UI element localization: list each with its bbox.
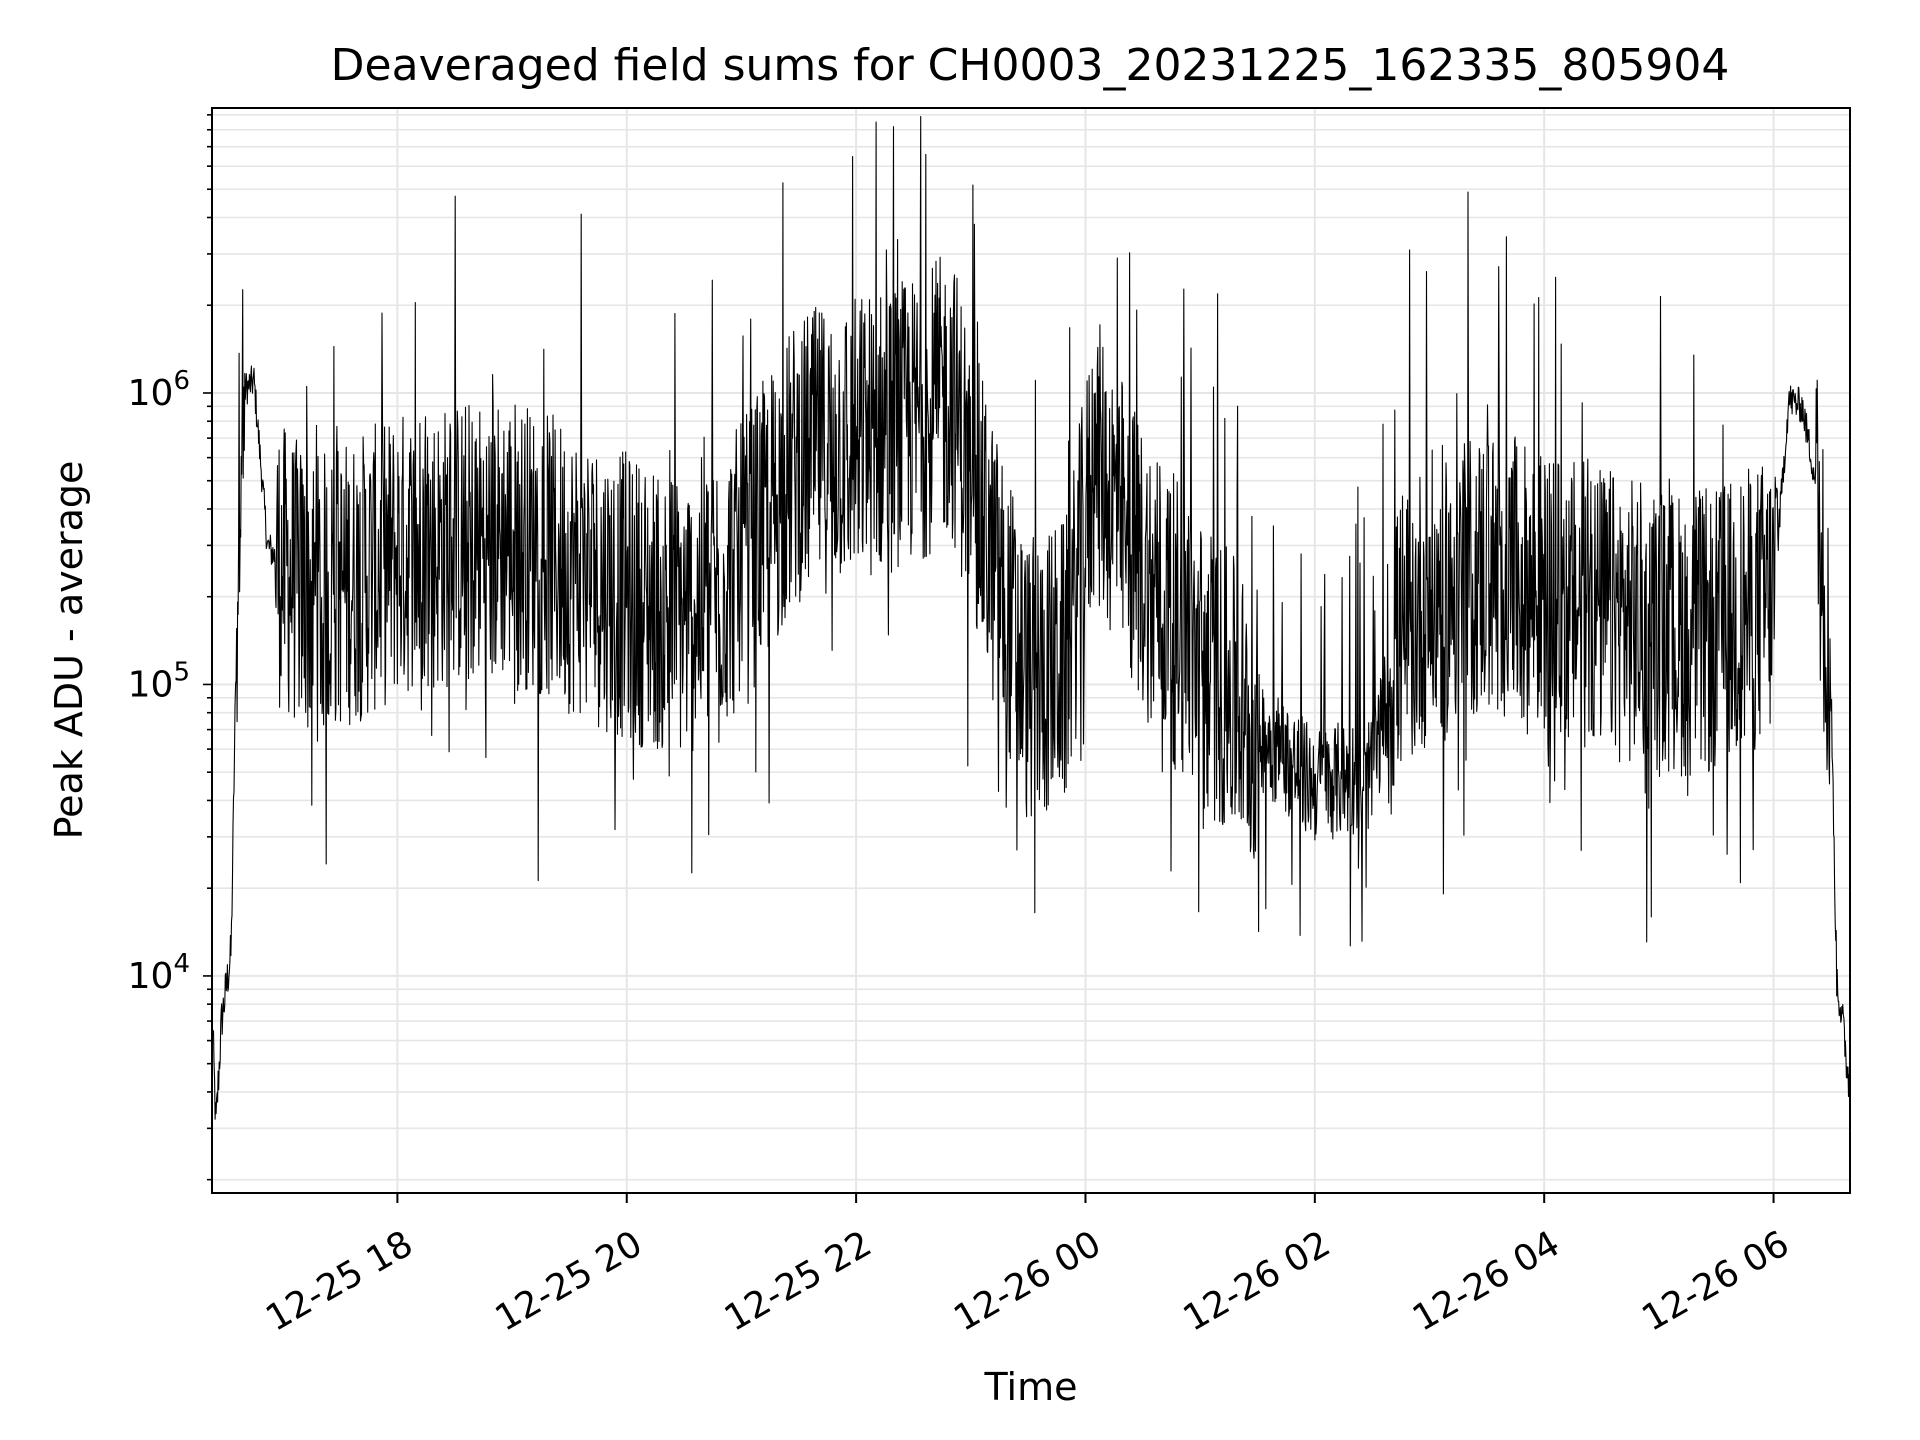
x-tick-label: 12-25 20 — [489, 1223, 650, 1339]
x-axis: 12-25 18 12-25 20 12-25 22 12-26 00 12-26 02… — [259, 1193, 1796, 1340]
x-tick-label: 12-26 00 — [947, 1223, 1108, 1339]
plot-frame — [211, 107, 1851, 1194]
x-tick-label: 12-26 04 — [1406, 1223, 1567, 1339]
y-tick-label: 106 — [128, 366, 190, 414]
x-axis-label: Time — [984, 1365, 1078, 1409]
x-tick-label: 12-25 22 — [718, 1223, 879, 1339]
x-tick-label: 12-26 06 — [1635, 1223, 1796, 1339]
y-tick-label: 105 — [128, 657, 190, 705]
series — [211, 115, 1851, 1120]
x-tick-label: 12-26 02 — [1177, 1223, 1338, 1339]
y-axis-label: Peak ADU - average — [47, 461, 91, 840]
y-tick-label: 104 — [128, 949, 190, 997]
chart-title: Deaveraged field sums for CH0003_2023122… — [331, 40, 1730, 91]
series-line — [211, 115, 1851, 1120]
x-tick-label: 12-25 18 — [259, 1223, 420, 1339]
y-axis: 104 105 106 — [128, 114, 212, 1181]
